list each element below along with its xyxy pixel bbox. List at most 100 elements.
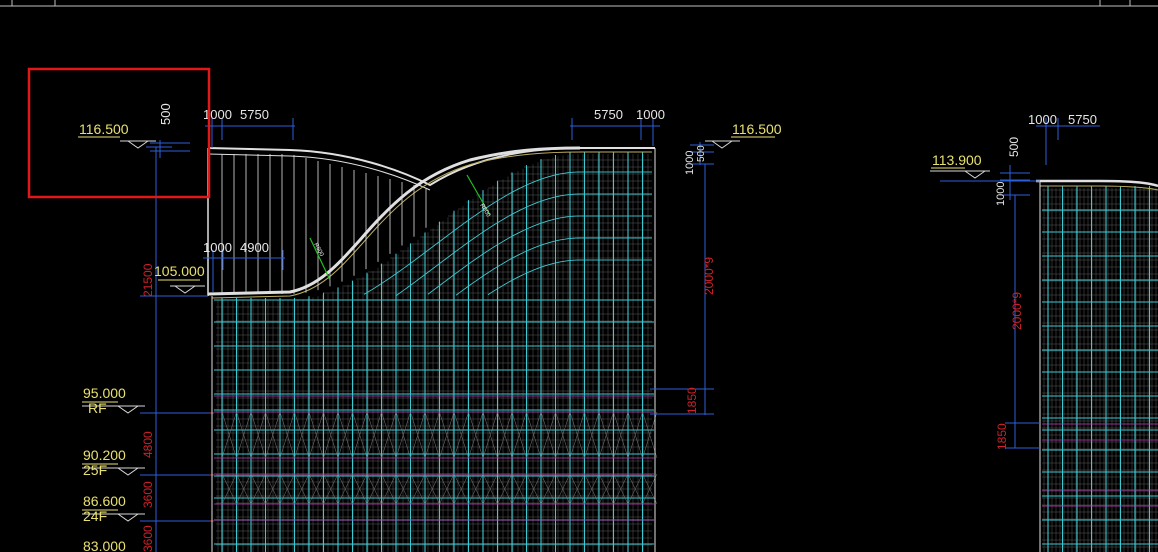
facade-curved-transom [487,225,493,230]
facade-curved-transom [563,238,569,240]
facade-curved-transom [459,223,465,227]
facade-curved-transom [399,267,405,272]
facade-curved-transom [415,277,421,282]
facade-brace [511,411,527,459]
facade-brace [439,473,455,505]
elevation-rf: 95.000 [83,385,126,401]
level-markers [82,140,990,522]
facade-curved-transom [475,211,481,216]
facade-curved-transom [495,286,501,291]
facade-curved-transom [415,255,421,260]
facade-curved-transom [559,172,565,175]
facade-curved-transom [535,223,541,226]
facade-curved-transom [547,263,553,266]
facade-curved-transom [523,205,529,209]
facade-curved-transom [435,284,441,289]
facade-brace [555,473,571,505]
facade-curved-transom [515,231,521,235]
facade-curved-transom [467,217,473,221]
facade-curved-transom [491,267,497,271]
facade-curved-transom [523,249,529,253]
facade-curved-transom [519,273,525,277]
facade-curved-transom [515,253,521,257]
dim-rf-25f: 4800 [141,431,155,458]
elevation-right-building: 113.900 [932,152,982,168]
facade-brace [395,411,411,459]
facade-curved-transom [483,250,489,254]
facade-brace [337,473,353,505]
facade-curved-transom [475,233,481,238]
facade-curved-transom [555,173,561,176]
facade-brace [569,473,585,505]
facade-curved-transom [551,262,557,265]
facade-brace [555,411,571,459]
facade-curved-transom [507,213,513,217]
facade-curved-transom [551,218,557,221]
facade-curved-transom [559,216,565,219]
facade-brace [526,473,542,505]
facade-curved-transom [479,275,485,279]
dim-far-right-5750: 5750 [1068,112,1097,127]
dim-far-vertical-span: 2000*9 [1010,292,1024,330]
facade-curved-transom [455,291,461,296]
facade-curved-transom [431,287,437,292]
facade-curved-transom [491,245,497,249]
facade-curved-transom [539,199,545,202]
facade-curved-transom [551,196,557,199]
facade-curved-transom [495,220,501,225]
elevation-mid-left: 105.000 [154,263,205,279]
facade-curved-transom [535,179,541,182]
facade-curved-transom [559,238,565,241]
facade-curved-transom [459,267,465,271]
facade-curved-transom [547,241,553,244]
facade-curved-transom [411,258,417,263]
facade-curved-transom [475,277,481,282]
facade-brace [395,473,411,505]
facade-curved-transom [487,269,493,274]
dimension-texts: 1000 5750 5750 1000 1000 4900 1000 5750 … [158,103,1097,255]
dimension-lines [140,118,1100,552]
dim-far-right-1000: 1000 [1028,112,1057,127]
facade-curved-transom [463,286,469,290]
facade-curved-transom [439,237,445,242]
facade-curved-transom [483,228,489,232]
facade-curved-transom [451,272,457,277]
facade-curved-transom [431,265,437,270]
facade-brace [482,411,498,459]
facade-curved-transom [455,269,461,274]
facade-curved-transom [507,279,513,283]
facade-curved-transom [563,260,569,262]
facade-curved-transom [519,185,525,189]
facade-curved-transom [551,174,557,177]
facade-curved-transom [403,264,409,269]
facade-curved-transom [471,258,477,263]
facade-curved-transom [515,275,521,279]
facade-curved-transom [539,265,545,268]
facade-curved-transom [547,219,553,222]
facade-curved-transom [531,246,537,250]
facade-brace [279,411,295,459]
facade-curved-transom [487,291,493,296]
facade-curved-transom [443,234,449,239]
dim-top-right-5750: 5750 [594,107,623,122]
facade-brace [221,411,237,459]
facade-brace [381,473,397,505]
facade-curved-transom [363,291,369,295]
dim-total-height: 21500 [141,263,155,297]
facade-curved-transom [431,243,437,248]
facade-brace [221,473,237,505]
selection-highlight-box[interactable] [27,67,211,199]
facade-curved-transom [475,255,481,260]
facade-brace [468,411,484,459]
facade-curved-transom [535,245,541,248]
facade-curved-transom [499,196,505,200]
facade-curved-transom [447,275,453,280]
facade-curved-transom [507,235,513,239]
facade-brace [294,473,310,505]
dim-24f-23f: 3600 [141,525,155,552]
red-dimension-texts: 21500 4800 3600 3600 2000*9 2000*9 1850 … [141,257,1024,552]
facade-curved-transom [507,257,513,261]
facade-curved-transom [527,270,533,273]
